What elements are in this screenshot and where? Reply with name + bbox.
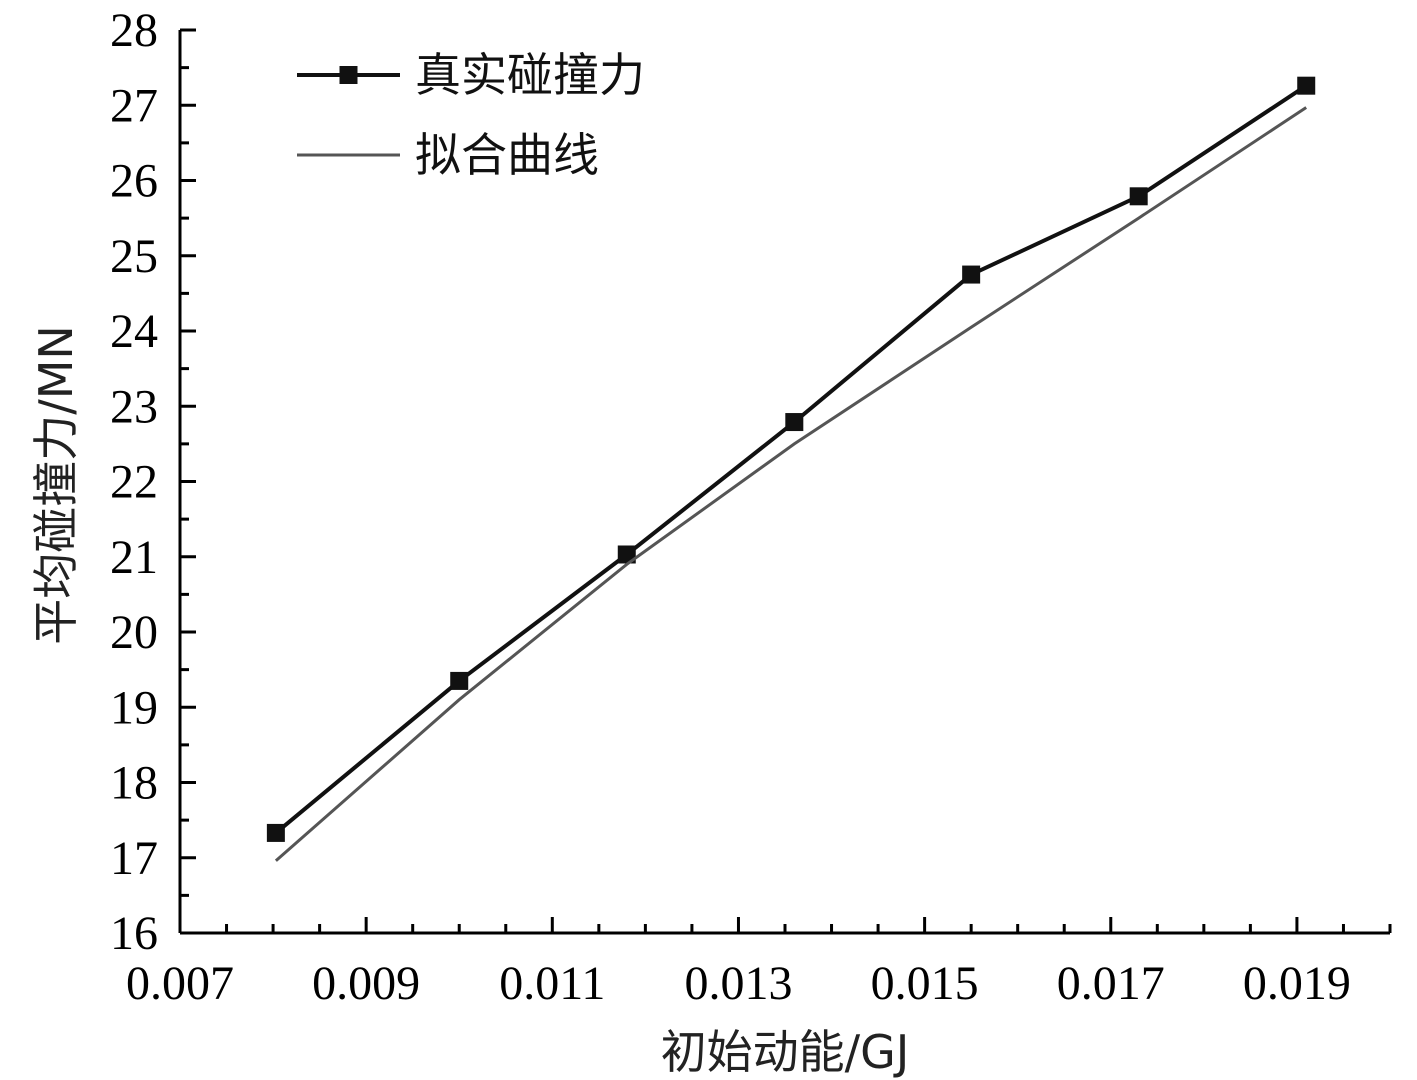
x-axis-title: 初始动能/GJ bbox=[661, 1025, 910, 1079]
x-tick-label: 0.007 bbox=[126, 957, 234, 1010]
data-point bbox=[266, 823, 285, 842]
x-tick-label: 0.017 bbox=[1057, 957, 1165, 1010]
y-tick-label: 27 bbox=[110, 79, 158, 132]
legend-label: 拟合曲线 bbox=[415, 128, 599, 182]
data-point bbox=[785, 413, 804, 432]
y-tick-label: 24 bbox=[110, 305, 158, 358]
y-tick-label: 26 bbox=[110, 155, 158, 208]
y-tick-label: 21 bbox=[110, 531, 158, 584]
y-tick-label: 19 bbox=[110, 681, 158, 734]
y-tick-label: 17 bbox=[110, 832, 158, 885]
x-tick-label: 0.009 bbox=[312, 957, 420, 1010]
y-tick-label: 16 bbox=[110, 907, 158, 960]
series-line bbox=[274, 106, 1308, 862]
x-tick-label: 0.013 bbox=[684, 957, 792, 1010]
y-tick-label: 20 bbox=[110, 606, 158, 659]
axes bbox=[178, 30, 1390, 935]
data-point bbox=[962, 265, 981, 284]
y-axis-title: 平均碰撞力/MN bbox=[29, 325, 83, 645]
series-layer bbox=[266, 76, 1316, 862]
y-tick-label: 18 bbox=[110, 757, 158, 810]
legend-label: 真实碰撞力 bbox=[415, 48, 645, 102]
series-line bbox=[274, 84, 1308, 835]
x-tick-label: 0.019 bbox=[1243, 957, 1351, 1010]
y-tick-label: 23 bbox=[110, 380, 158, 433]
y-tick-label: 28 bbox=[110, 4, 158, 57]
y-tick-label: 22 bbox=[110, 456, 158, 509]
data-point bbox=[1129, 187, 1148, 206]
ticks: 16 17 18 19 20 21 22 23 24 25 26 27 28 0.007 0.009 0.01… bbox=[110, 4, 1392, 1010]
data-point bbox=[450, 671, 469, 690]
data-point bbox=[617, 545, 636, 564]
legend-marker bbox=[339, 66, 358, 84]
y-tick-label: 25 bbox=[110, 230, 158, 283]
x-tick-label: 0.011 bbox=[499, 957, 605, 1010]
data-point bbox=[1297, 76, 1316, 95]
x-tick-label: 0.015 bbox=[871, 957, 979, 1010]
